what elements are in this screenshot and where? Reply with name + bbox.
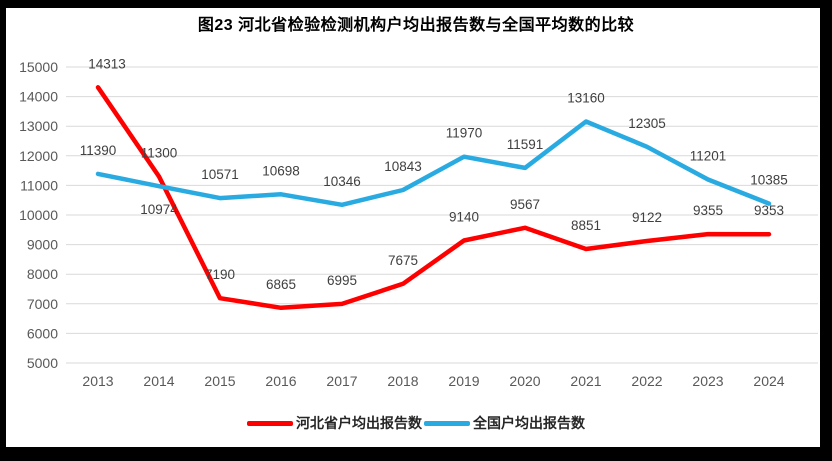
data-label-national: 10571 — [201, 167, 239, 182]
data-label-national: 10346 — [323, 174, 361, 189]
data-label-national: 11201 — [690, 148, 727, 163]
data-label-national: 10974 — [140, 202, 178, 217]
data-label-hebei: 7675 — [388, 253, 418, 268]
national-series-swatch — [424, 420, 470, 426]
data-label-hebei: 8851 — [571, 218, 601, 233]
chart-legend: 河北省户均出报告数 全国户均出报告数 — [0, 413, 832, 433]
hebei-series-label: 河北省户均出报告数 — [296, 415, 422, 431]
y-tick-label: 7000 — [27, 296, 58, 312]
data-label-national: 13160 — [567, 90, 605, 105]
y-tick-label: 13000 — [19, 118, 58, 134]
data-label-hebei: 14313 — [88, 56, 126, 71]
x-tick-label: 2019 — [448, 373, 479, 389]
data-label-hebei: 9353 — [754, 203, 784, 218]
y-tick-label: 12000 — [19, 148, 58, 164]
x-tick-label: 2020 — [509, 373, 540, 389]
data-label-national: 10385 — [750, 173, 788, 188]
y-tick-label: 10000 — [19, 207, 58, 223]
data-label-national: 11390 — [80, 143, 117, 158]
x-tick-label: 2015 — [204, 373, 235, 389]
y-tick-label: 15000 — [19, 59, 58, 75]
x-tick-label: 2024 — [753, 373, 784, 389]
y-tick-label: 9000 — [27, 237, 58, 253]
legend-item-hebei: 河北省户均出报告数 — [247, 413, 422, 433]
data-label-national: 11591 — [507, 137, 544, 152]
y-tick-label: 8000 — [27, 266, 58, 282]
legend-item-national: 全国户均出报告数 — [424, 413, 585, 433]
series-line-hebei — [95, 85, 772, 311]
x-tick-label: 2021 — [570, 373, 601, 389]
y-tick-label: 11000 — [20, 177, 58, 193]
x-tick-label: 2017 — [326, 373, 357, 389]
data-label-hebei: 9140 — [449, 209, 479, 224]
x-tick-label: 2014 — [143, 373, 174, 389]
data-label-hebei: 9355 — [693, 203, 723, 218]
y-tick-label: 6000 — [27, 325, 58, 341]
hebei-series-swatch — [247, 420, 293, 426]
data-label-hebei: 6995 — [327, 273, 357, 288]
data-label-national: 12305 — [628, 116, 666, 131]
x-tick-label: 2023 — [692, 373, 723, 389]
data-label-hebei: 11300 — [141, 146, 178, 161]
x-tick-label: 2022 — [631, 373, 662, 389]
x-tick-label: 2016 — [265, 373, 296, 389]
data-label-hebei: 6865 — [266, 277, 296, 292]
x-tick-label: 2013 — [82, 373, 113, 389]
data-label-hebei: 9567 — [510, 197, 540, 212]
data-label-national: 10843 — [384, 159, 422, 174]
series-line-national — [95, 119, 772, 208]
line-chart-canvas: 5000 6000 7000 8000 9000 10000 11000 12000 13000… — [19, 56, 818, 389]
data-label-national: 10698 — [262, 163, 300, 178]
chart-title: 图23 河北省检验检测机构户均出报告数与全国平均数的比较 — [197, 17, 635, 34]
y-tick-label: 14000 — [19, 89, 58, 105]
national-series-label: 全国户均出报告数 — [473, 415, 585, 431]
data-label-national: 11970 — [446, 126, 483, 141]
x-tick-label: 2018 — [387, 373, 418, 389]
data-label-hebei: 7190 — [205, 267, 235, 282]
data-label-hebei: 9122 — [632, 210, 662, 225]
y-tick-label: 5000 — [27, 355, 58, 371]
